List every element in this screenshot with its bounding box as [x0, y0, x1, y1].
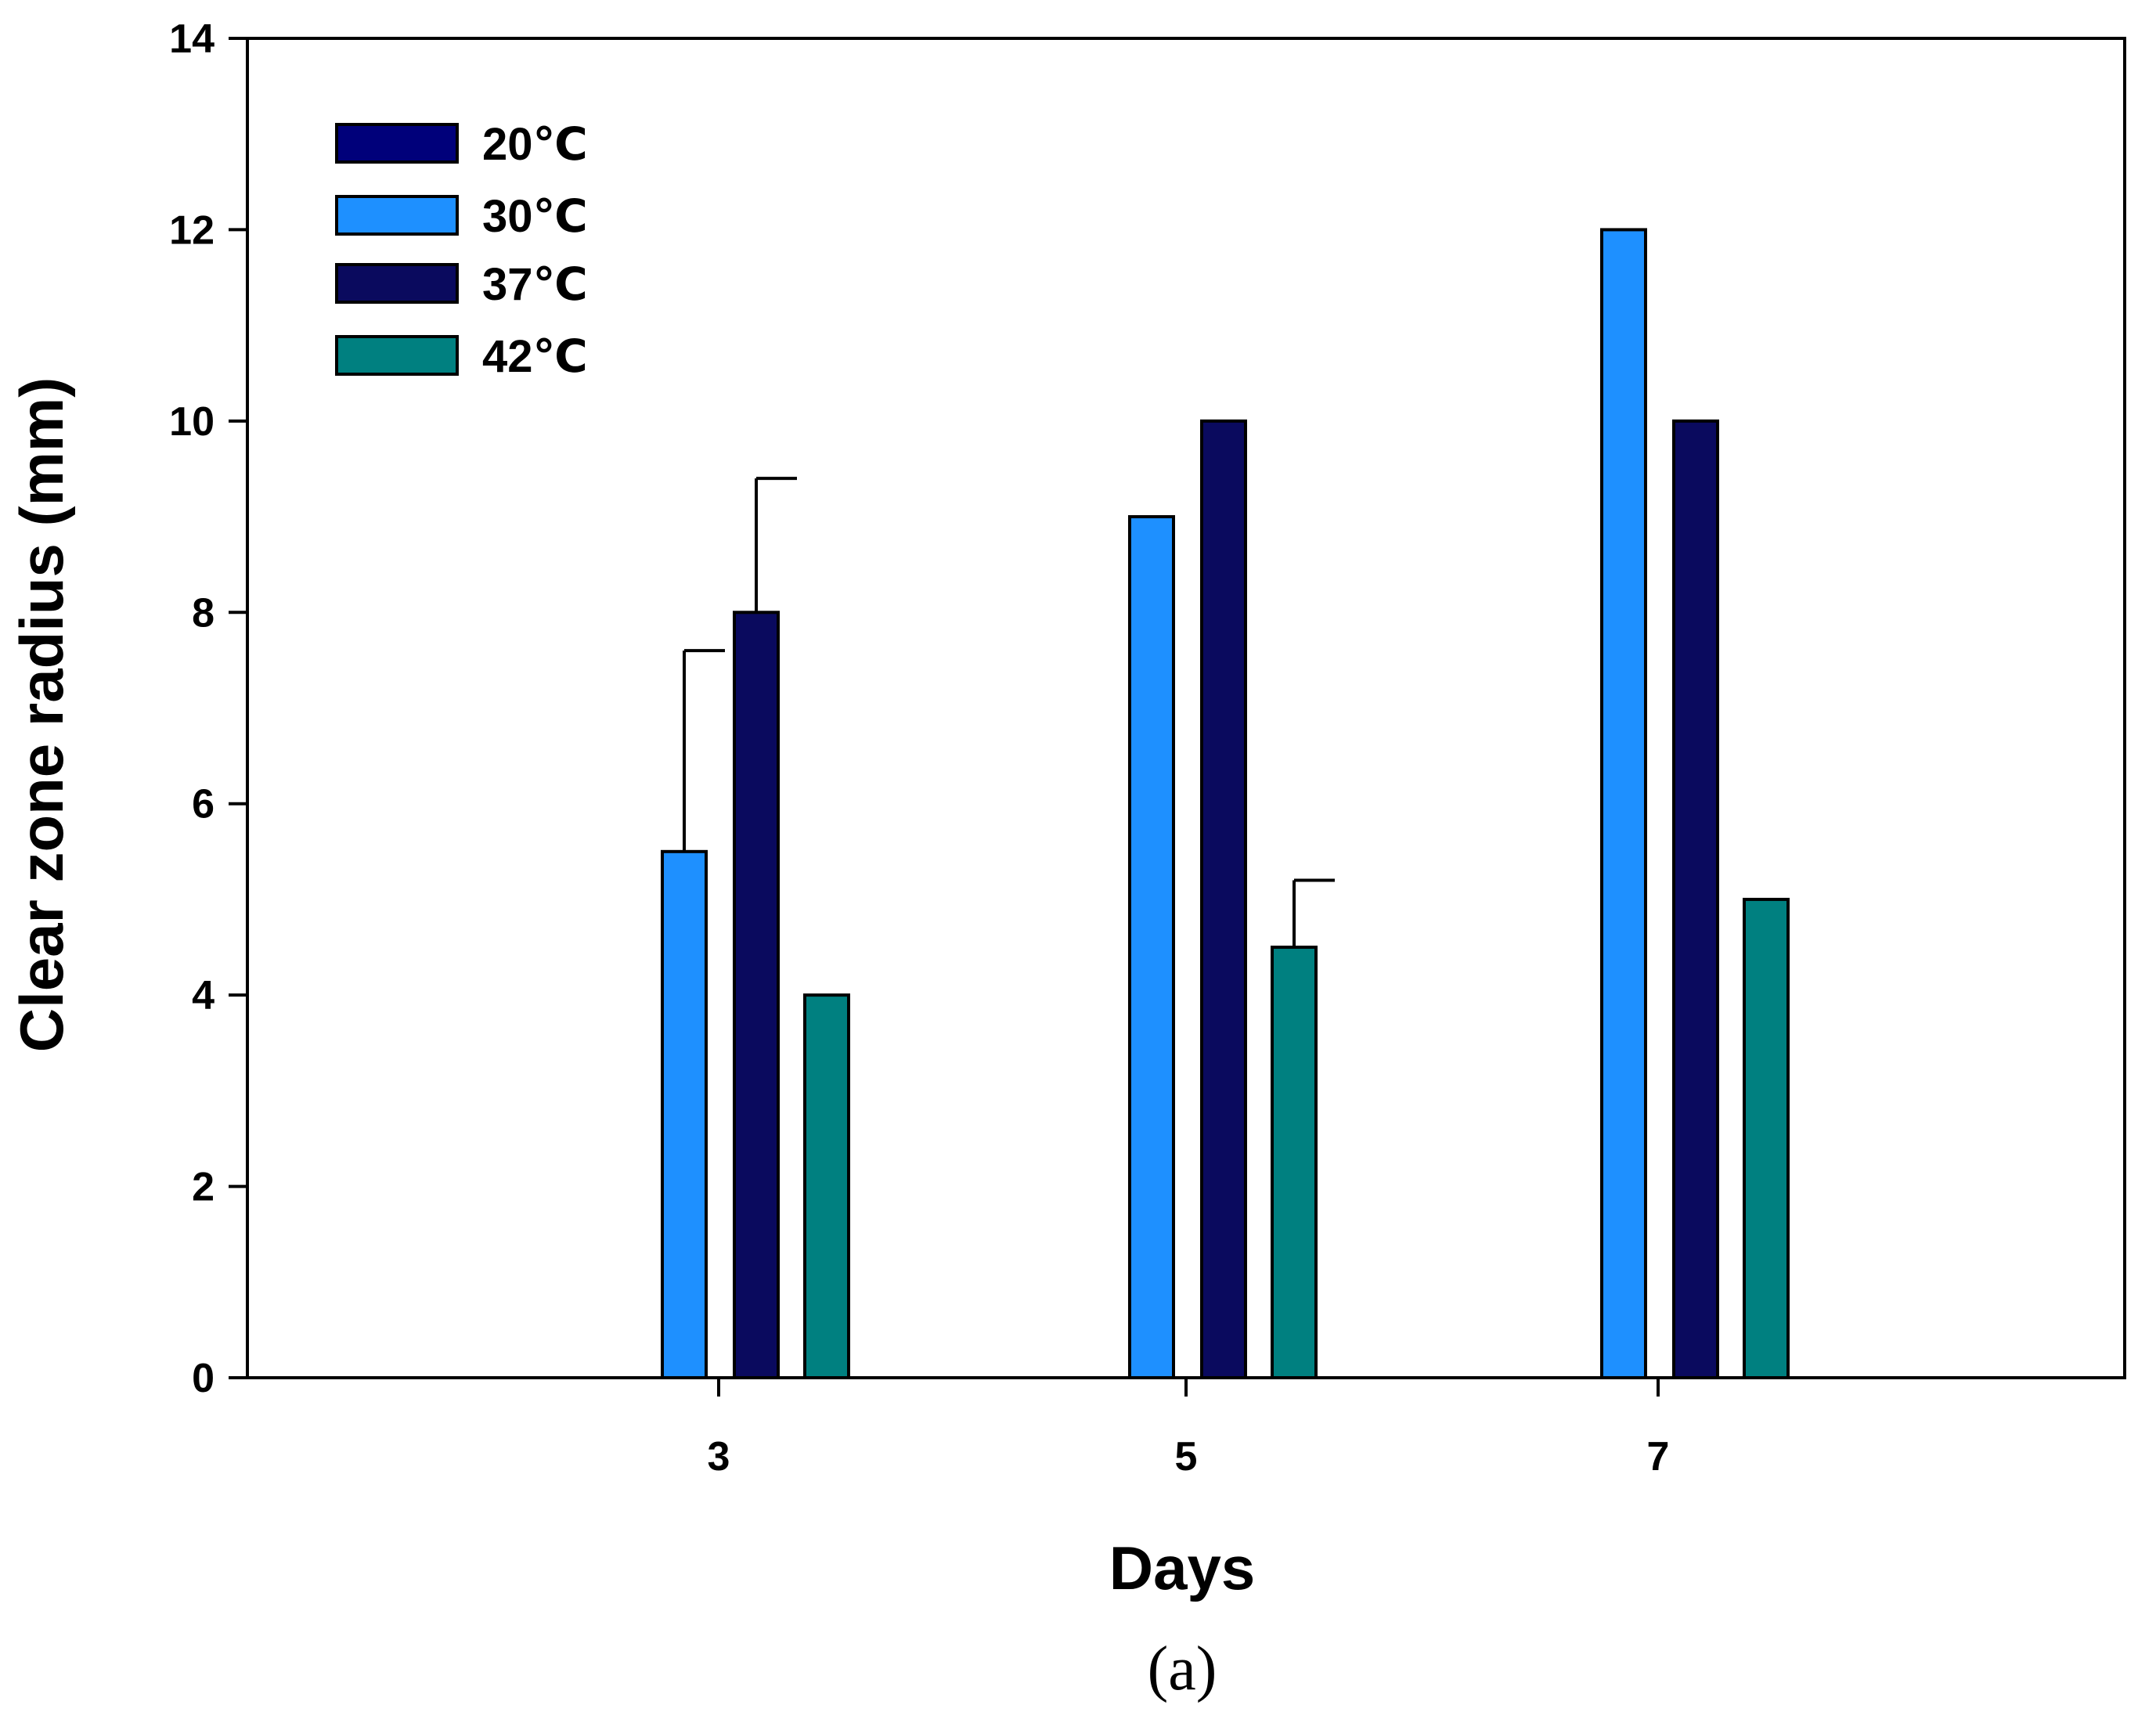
y-tick-label: 10 [169, 399, 215, 445]
bar-30c-day-7 [1600, 228, 1647, 1379]
legend-label: 42℃ [482, 331, 588, 382]
x-tick-label: 3 [708, 1434, 730, 1480]
legend-label: 20℃ [482, 119, 588, 170]
legend-swatch [335, 263, 459, 304]
error-bar [1293, 878, 1335, 948]
figure-caption: (a) [1148, 1635, 1217, 1703]
x-axis: 3 5 7 [708, 1378, 1670, 1480]
x-tick-label: 5 [1175, 1434, 1198, 1480]
y-tick-label: 6 [192, 782, 215, 827]
error-bars [683, 477, 1335, 948]
legend-swatch [335, 195, 459, 236]
bar-30c-day-5 [1128, 515, 1175, 1379]
y-tick-label: 8 [192, 590, 215, 636]
legend-label: 37℃ [482, 259, 588, 310]
legend-item: 42℃ [335, 331, 588, 382]
legend-item: 30℃ [335, 191, 588, 242]
bar-37c-day-5 [1200, 419, 1247, 1379]
y-axis-title: Clear zone radius (mm) [7, 377, 76, 1053]
y-tick-label: 14 [169, 16, 215, 62]
error-bar [755, 477, 797, 613]
y-tick-label: 4 [192, 973, 215, 1018]
bar-42c-day-3 [803, 993, 850, 1379]
legend-item: 37℃ [335, 259, 588, 310]
y-tick-label: 2 [192, 1165, 215, 1210]
bars [661, 228, 1790, 1380]
y-tick-label: 12 [169, 207, 215, 253]
legend-swatch [335, 123, 459, 164]
legend-label: 30℃ [482, 191, 588, 242]
bar-42c-day-7 [1743, 897, 1790, 1379]
bar-37c-day-7 [1672, 419, 1719, 1379]
x-tick-label: 7 [1647, 1434, 1670, 1480]
error-bar [683, 649, 725, 852]
y-axis: 0 2 4 6 8 10 12 14 [169, 16, 247, 1401]
x-axis-title: Days [1109, 1534, 1255, 1602]
legend-item: 20℃ [335, 119, 588, 170]
legend: 20℃ 30℃ 37℃ 42℃ [335, 119, 588, 382]
y-tick-label: 0 [192, 1356, 215, 1401]
bar-37c-day-3 [733, 611, 780, 1379]
bar-42c-day-5 [1271, 946, 1318, 1380]
bar-30c-day-3 [661, 849, 708, 1379]
legend-swatch [335, 335, 459, 376]
